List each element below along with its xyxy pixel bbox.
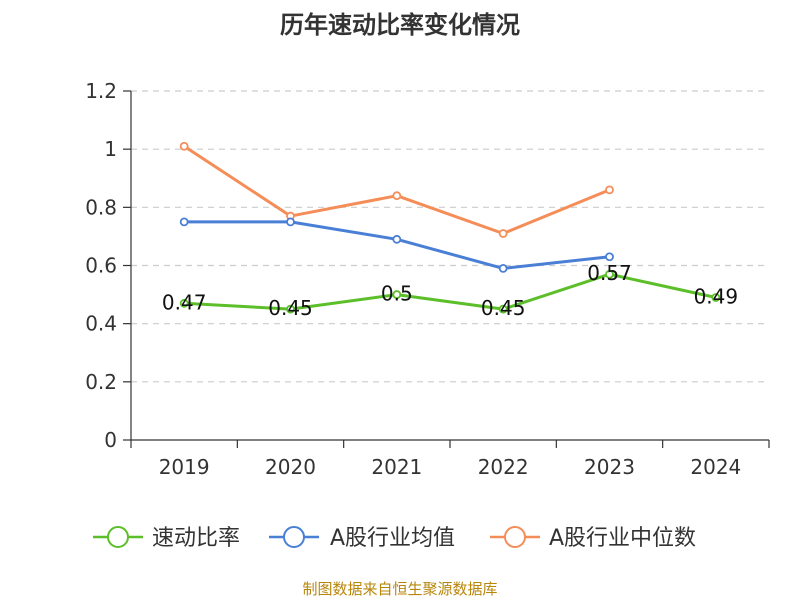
y-tick-label: 1 [104, 137, 117, 161]
x-tick-label: 2021 [371, 455, 422, 479]
data-point [286, 304, 295, 314]
data-label: 0.49 [694, 284, 739, 308]
legend-marker [283, 526, 305, 548]
data-point [179, 298, 189, 308]
x-tick-label: 2019 [159, 455, 210, 479]
data-labels: 0.47 0.45 0.5 0.45 0.57 0.49 [162, 261, 738, 320]
data-point [392, 191, 402, 201]
legend-label: 速动比率 [152, 526, 240, 551]
legend-item-industry-median[interactable]: A股行业中位数 [490, 526, 696, 551]
data-label: 0.45 [481, 296, 526, 320]
data-point [498, 264, 508, 273]
data-point [392, 290, 402, 299]
chart-title: 历年速动比率变化情况 [280, 11, 520, 39]
data-point [711, 293, 721, 302]
legend-label: A股行业均值 [330, 526, 455, 551]
data-point [498, 304, 508, 314]
x-tick-label: 2023 [584, 455, 635, 479]
legend-label: A股行业中位数 [549, 526, 696, 551]
data-point [605, 252, 614, 262]
data-point [286, 217, 295, 227]
axes [123, 90, 770, 448]
y-tick-label: 1.2 [85, 79, 117, 103]
legend-marker [504, 526, 526, 548]
y-tick-label: 0 [104, 428, 117, 452]
data-point [498, 229, 508, 238]
x-tick-label: 2024 [690, 455, 741, 479]
data-label: 0.57 [587, 261, 632, 285]
grid-lines [131, 90, 769, 383]
data-point [179, 141, 189, 151]
series-lines [179, 141, 721, 314]
y-tick-label: 0.2 [85, 370, 117, 394]
data-label: 0.47 [162, 290, 207, 314]
x-tick-label: 2022 [478, 455, 529, 479]
y-tick-label: 0.6 [85, 254, 117, 278]
x-tick-labels: 2019 2020 2021 2022 2023 2024 [159, 455, 742, 479]
y-tick-label: 0.8 [85, 195, 117, 219]
data-label: 0.5 [381, 282, 413, 306]
y-tick-labels: 0 0.2 0.4 0.6 0.8 1 1.2 [85, 79, 117, 452]
data-source-note: 制图数据来自恒生聚源数据库 [302, 580, 497, 598]
data-point [605, 269, 614, 279]
x-tick-label: 2020 [265, 455, 316, 479]
legend-item-industry-mean[interactable]: A股行业均值 [269, 526, 455, 551]
series-line [184, 272, 717, 311]
series-line [184, 220, 610, 270]
y-tick-label: 0.4 [85, 312, 117, 336]
legend: 速动比率 A股行业均值 A股行业中位数 [93, 526, 696, 551]
data-point [179, 217, 189, 227]
legend-marker [107, 526, 129, 548]
data-point [605, 185, 614, 195]
data-point [392, 234, 402, 244]
data-label: 0.45 [268, 296, 313, 320]
legend-item-quick-ratio[interactable]: 速动比率 [93, 526, 240, 551]
